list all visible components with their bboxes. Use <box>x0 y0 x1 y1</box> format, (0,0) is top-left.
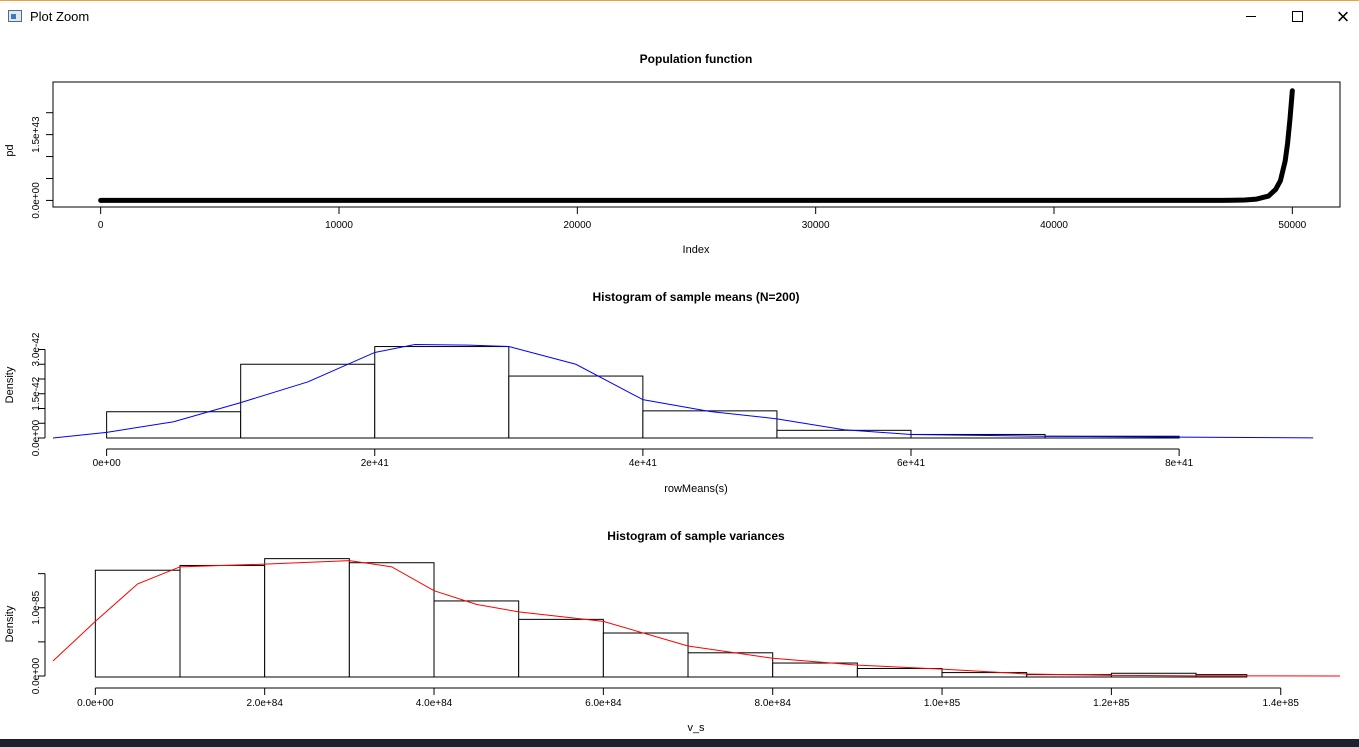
chart3-bar <box>602 632 689 678</box>
chart2-bar <box>240 363 376 439</box>
chart3-xlabel: v_s <box>687 722 705 734</box>
chart3-title: Histogram of sample variances <box>607 529 785 543</box>
chart2-title: Histogram of sample means (N=200) <box>592 290 799 304</box>
maximize-button[interactable] <box>1274 1 1320 32</box>
chart2-x-tick-label: 2e+41 <box>361 458 390 469</box>
chart3-bar <box>772 662 858 678</box>
chart3-bar <box>433 600 520 678</box>
chart2-density-curve <box>52 343 1314 439</box>
plot-window-icon <box>8 10 22 22</box>
chart3-y-tick-label: 1.0e-85 <box>31 590 42 624</box>
chart2-xlabel: rowMeans(s) <box>664 483 728 495</box>
chart3-y-tick-label: 0.0e+00 <box>31 657 42 694</box>
chart3-x-tick-label: 4.0e+84 <box>416 698 453 709</box>
chart3-x-tick-label: 1.2e+85 <box>1093 698 1130 709</box>
chart3-x-tick-label: 8.0e+84 <box>754 698 791 709</box>
chart2-x-tick-label: 8e+41 <box>1165 458 1194 469</box>
chart3-x-tick-label: 1.0e+85 <box>924 698 961 709</box>
chart1-x-tick-label: 0 <box>98 220 104 231</box>
minimize-icon <box>1246 16 1256 17</box>
close-button[interactable]: × <box>1320 1 1359 32</box>
chart3-x-tick-label: 1.4e+85 <box>1263 698 1300 709</box>
chart3-bar <box>264 558 350 678</box>
chart3-density-curve <box>52 560 1341 677</box>
chart3-ylabel: Density <box>4 605 16 642</box>
chart2-ylabel: Density <box>4 366 16 403</box>
chart2-bar <box>106 411 242 439</box>
chart1-frame <box>52 81 1341 208</box>
chart3-bar <box>179 564 266 678</box>
chart2-y-tick-label: 1.5e-42 <box>31 376 42 410</box>
chart2-bar <box>374 346 510 439</box>
chart3-x-tick-label: 0.0e+00 <box>77 698 114 709</box>
chart3-x-tick-label: 2.0e+84 <box>246 698 283 709</box>
chart1-x-tick-label: 50000 <box>1278 220 1306 231</box>
plot-area: Population function Index pd 0 10000 20000 300… <box>4 52 1341 734</box>
chart1-x-tick-label: 20000 <box>563 220 591 231</box>
chart2-x-tick-label: 6e+41 <box>897 458 926 469</box>
chart2-y-tick-label: 0.0e+00 <box>31 419 42 456</box>
chart1-y-tick-label: 1.5e+43 <box>31 116 42 153</box>
minimize-button[interactable] <box>1228 1 1274 32</box>
chart1-title: Population function <box>640 52 753 66</box>
chart2-bar <box>508 375 644 439</box>
chart3-bar <box>856 667 943 678</box>
chart3-bar <box>518 618 604 678</box>
maximize-icon <box>1291 11 1303 22</box>
chart3-x-tick-label: 6.0e+84 <box>585 698 622 709</box>
close-icon: × <box>1336 3 1350 29</box>
chart1-x-tick-label: 30000 <box>802 220 830 231</box>
chart1-xlabel: Index <box>683 244 710 256</box>
chart2-y-tick-label: 3.0e-42 <box>31 332 42 366</box>
chart3-bar <box>94 569 181 678</box>
chart2-x-tick-label: 4e+41 <box>629 458 658 469</box>
chart3-bar <box>687 652 774 678</box>
chart3-bar <box>348 562 435 678</box>
window-title: Plot Zoom <box>30 9 90 24</box>
chart1-y-tick-label: 0.0e+00 <box>31 182 42 219</box>
chart1-ylabel: pd <box>4 144 16 156</box>
taskbar-strip <box>0 739 1359 747</box>
window-titlebar: Plot Zoom × <box>0 0 1359 32</box>
chart1-points <box>98 88 1295 203</box>
chart1-x-tick-label: 10000 <box>325 220 353 231</box>
chart2-bar <box>642 410 778 439</box>
chart1-x-tick-label: 40000 <box>1040 220 1068 231</box>
chart2-bar <box>776 429 912 439</box>
chart2-x-tick-label: 0e+00 <box>93 458 122 469</box>
